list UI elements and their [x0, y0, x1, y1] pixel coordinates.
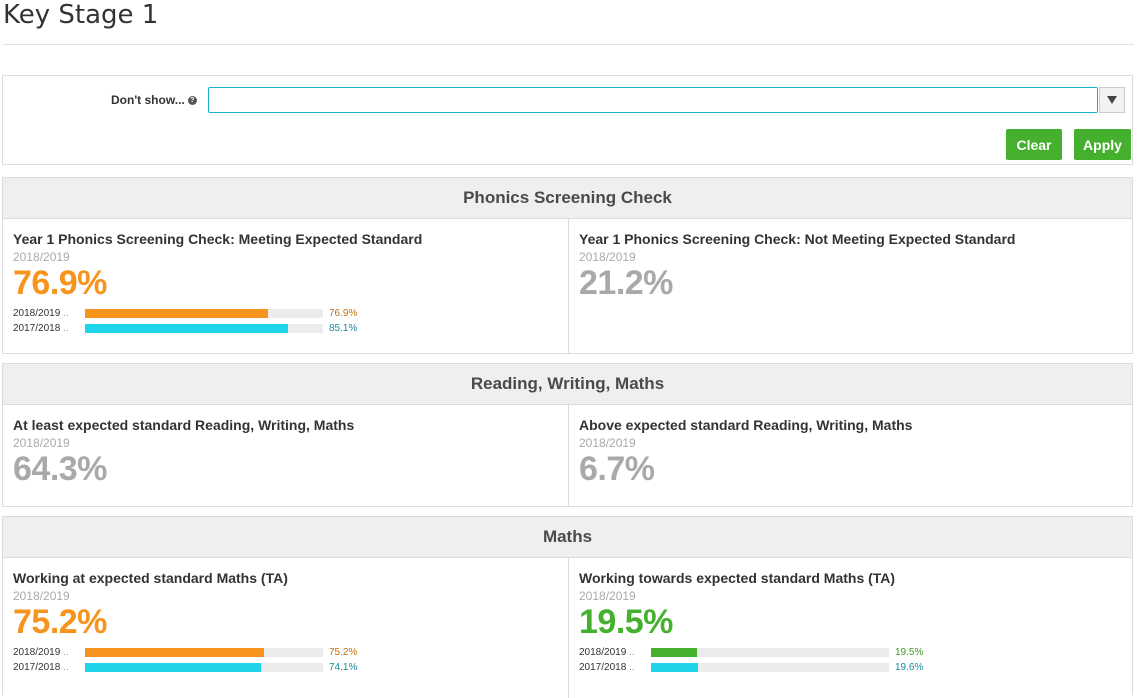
section-title: Reading, Writing, Maths: [3, 364, 1132, 405]
card-value: 76.9%: [13, 264, 107, 302]
metric-card: Working at expected standard Maths (TA) 2…: [3, 558, 568, 698]
card-year: 2018/2019: [13, 250, 70, 264]
card-title: At least expected standard Reading, Writ…: [13, 417, 355, 433]
card-value: 6.7%: [579, 450, 655, 488]
dont-show-label: Don't show...?: [111, 93, 197, 107]
bar-label: 2017/2018 ..: [13, 662, 85, 673]
leader-dots: ..: [626, 647, 635, 658]
card-year: 2018/2019: [579, 436, 636, 450]
apply-button[interactable]: Apply: [1074, 129, 1131, 160]
section-maths: Maths Working at expected standard Maths…: [2, 516, 1133, 698]
section-phonics: Phonics Screening Check Year 1 Phonics S…: [2, 177, 1133, 354]
bar-label-text: 2018/2019: [13, 647, 61, 658]
dont-show-dropdown-toggle[interactable]: [1099, 87, 1125, 113]
bar-label: 2018/2019 ..: [13, 647, 85, 658]
metric-card: Year 1 Phonics Screening Check: Not Meet…: [568, 219, 1132, 353]
bar-label-text: 2017/2018: [579, 662, 627, 673]
metric-card: At least expected standard Reading, Writ…: [3, 405, 568, 506]
card-value: 75.2%: [13, 603, 107, 641]
card-title: Working towards expected standard Maths …: [579, 570, 896, 586]
bar-track: [651, 648, 889, 657]
bar-row: 2018/2019 .. 19.5%: [579, 645, 1122, 660]
bar-label-text: 2018/2019: [13, 308, 61, 319]
card-year: 2018/2019: [13, 589, 70, 603]
bar-value: 19.5%: [895, 647, 924, 658]
bar-fill: [85, 648, 264, 657]
caret-down-icon: [1107, 96, 1117, 104]
bar-fill: [85, 309, 269, 318]
bar-row: 2018/2019 .. 76.9%: [13, 306, 558, 321]
page-title: Key Stage 1: [3, 0, 159, 30]
bar-value: 19.6%: [895, 662, 924, 673]
bar-track: [85, 663, 323, 672]
bar-label: 2017/2018 ..: [13, 323, 85, 334]
bar-value: 76.9%: [329, 308, 358, 319]
bar-track: [85, 324, 323, 333]
help-icon[interactable]: ?: [187, 96, 197, 106]
card-value: 19.5%: [579, 603, 673, 641]
bar-row: 2017/2018 .. 74.1%: [13, 660, 558, 675]
card-value: 21.2%: [579, 264, 673, 302]
metric-card: Above expected standard Reading, Writing…: [568, 405, 1132, 506]
bar-value: 74.1%: [329, 662, 358, 673]
bar-fill: [85, 663, 262, 672]
comparison-bars: 2018/2019 .. 19.5% 2017/2018 .. 19.6%: [579, 645, 1122, 675]
bar-row: 2017/2018 .. 85.1%: [13, 321, 558, 336]
bar-track: [85, 648, 323, 657]
leader-dots: ..: [60, 308, 69, 319]
section-title: Maths: [3, 517, 1132, 558]
bar-label-text: 2018/2019: [579, 647, 627, 658]
bar-label-text: 2017/2018: [13, 323, 61, 334]
bar-row: 2017/2018 .. 19.6%: [579, 660, 1122, 675]
card-year: 2018/2019: [13, 436, 70, 450]
card-title: Above expected standard Reading, Writing…: [579, 417, 913, 433]
bar-fill: [651, 663, 698, 672]
leader-dots: ..: [60, 647, 69, 658]
leader-dots: ..: [60, 662, 69, 673]
dont-show-label-text: Don't show...: [111, 93, 185, 107]
comparison-bars: 2018/2019 .. 75.2% 2017/2018 .. 74.1%: [13, 645, 558, 675]
section-title: Phonics Screening Check: [3, 178, 1132, 219]
card-title: Year 1 Phonics Screening Check: Meeting …: [13, 231, 423, 247]
bar-value: 75.2%: [329, 647, 358, 658]
card-value: 64.3%: [13, 450, 107, 488]
comparison-bars: 2018/2019 .. 76.9% 2017/2018 .. 85.1%: [13, 306, 558, 336]
section-reading-writing-maths: Reading, Writing, Maths At least expecte…: [2, 363, 1133, 507]
bar-track: [651, 663, 889, 672]
bar-label-text: 2017/2018: [13, 662, 61, 673]
bar-fill: [651, 648, 698, 657]
bar-label: 2018/2019 ..: [579, 647, 651, 658]
bar-value: 85.1%: [329, 323, 358, 334]
title-divider: [3, 44, 1134, 45]
bar-track: [85, 309, 323, 318]
card-title: Year 1 Phonics Screening Check: Not Meet…: [579, 231, 1016, 247]
card-year: 2018/2019: [579, 589, 636, 603]
card-year: 2018/2019: [579, 250, 636, 264]
bar-label: 2018/2019 ..: [13, 308, 85, 319]
card-title: Working at expected standard Maths (TA): [13, 570, 288, 586]
clear-button[interactable]: Clear: [1006, 129, 1062, 160]
metric-card: Year 1 Phonics Screening Check: Meeting …: [3, 219, 568, 353]
leader-dots: ..: [60, 323, 69, 334]
dont-show-input[interactable]: [208, 87, 1098, 113]
metric-card: Working towards expected standard Maths …: [568, 558, 1132, 698]
bar-row: 2018/2019 .. 75.2%: [13, 645, 558, 660]
leader-dots: ..: [626, 662, 635, 673]
filter-panel: Don't show...? Clear Apply: [2, 75, 1133, 165]
bar-label: 2017/2018 ..: [579, 662, 651, 673]
bar-fill: [85, 324, 288, 333]
